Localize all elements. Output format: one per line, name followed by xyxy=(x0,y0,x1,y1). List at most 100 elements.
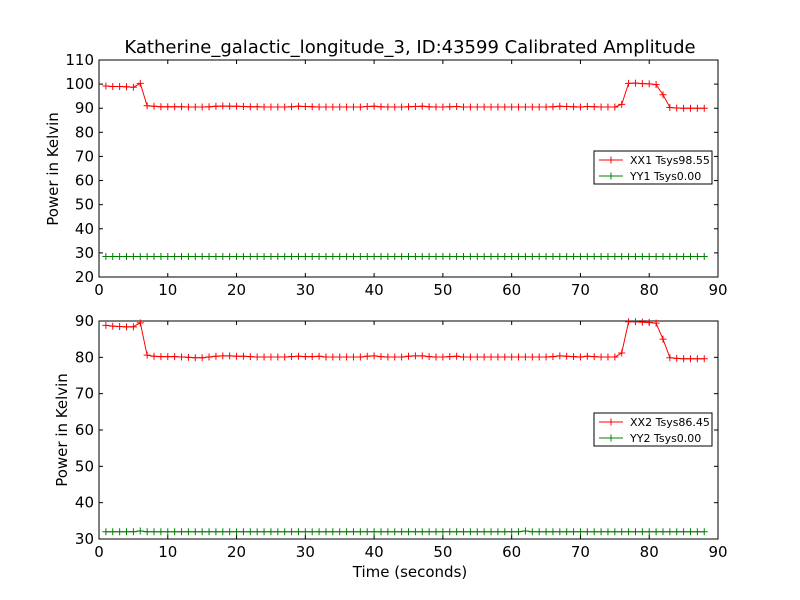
top-series-1-point xyxy=(123,83,131,91)
bottom-series-2-point xyxy=(645,528,653,536)
top-series-2-point xyxy=(239,253,247,261)
top-series-2-point xyxy=(460,253,468,261)
top-series-1-point xyxy=(281,103,289,111)
top-series-2-point xyxy=(191,253,199,261)
bottom-series-1-point xyxy=(556,352,564,360)
bottom-series-2-point xyxy=(136,527,144,535)
bottom-series-1-point xyxy=(590,353,598,361)
top-series-1-point xyxy=(494,103,502,111)
top-series-1-point xyxy=(377,103,385,111)
bottom-series-1-point xyxy=(281,353,289,361)
top-series-1-point xyxy=(680,104,688,112)
top-series-2-point xyxy=(260,253,268,261)
bottom-series-2-point xyxy=(659,528,667,536)
top-series-2-point xyxy=(673,253,681,261)
top-series-1-point xyxy=(570,103,578,111)
bottom-series-2-point xyxy=(129,528,137,536)
top-series-1-point xyxy=(253,103,261,111)
bottom-series-2-point xyxy=(329,528,337,536)
bottom-series-1-point xyxy=(576,353,584,361)
bottom-legend-box xyxy=(593,412,713,447)
bottom-series-1-point xyxy=(618,349,626,357)
bottom-x-tick-label: 0 xyxy=(94,543,104,561)
top-series-1-point xyxy=(239,103,247,111)
top-series-1-point xyxy=(219,102,227,110)
top-series-2-point xyxy=(129,253,137,261)
top-series-1-point xyxy=(446,103,454,111)
bottom-series-2-point xyxy=(528,528,536,536)
bottom-series-2-point xyxy=(700,528,708,536)
bottom-y-tick-label: 60 xyxy=(75,421,94,439)
top-y-tick-label: 70 xyxy=(75,147,94,165)
top-series-2-point xyxy=(171,253,179,261)
top-series-1-point xyxy=(542,103,550,111)
top-series-2-point xyxy=(425,253,433,261)
bottom-series-1-point xyxy=(501,353,509,361)
top-series-1-point xyxy=(116,83,124,91)
top-series-2-point xyxy=(494,253,502,261)
bottom-series-2-point xyxy=(494,528,502,536)
top-series-1-point xyxy=(405,103,412,111)
bottom-series-1-point xyxy=(425,353,433,361)
top-series-2-point xyxy=(625,253,633,261)
bottom-y-tick-label: 90 xyxy=(75,312,94,330)
bottom-series-1-point xyxy=(343,353,351,361)
bottom-series-1-point xyxy=(184,353,192,361)
top-series-2-point xyxy=(294,253,302,261)
bottom-series-2-point xyxy=(583,528,591,536)
top-series-1-point xyxy=(652,81,660,89)
top-series-2-point xyxy=(631,253,639,261)
bottom-series-1-point xyxy=(212,352,220,360)
top-series-2-point xyxy=(336,253,344,261)
top-series-1-point xyxy=(150,102,158,110)
bottom-series-1-point xyxy=(638,318,646,326)
top-series-1-point xyxy=(178,103,186,111)
bottom-series-2-point xyxy=(625,528,633,536)
top-series-2-point xyxy=(136,253,144,261)
top-x-tick-label: 10 xyxy=(158,281,177,299)
top-series-2-point xyxy=(570,253,578,261)
top-series-2-point xyxy=(680,253,688,261)
top-series-2-point xyxy=(212,253,220,261)
bottom-series-2-point xyxy=(391,528,399,536)
top-y-tick-label: 110 xyxy=(65,51,94,69)
bottom-x-tick-label: 50 xyxy=(433,543,452,561)
bottom-series-1-point xyxy=(164,353,172,361)
bottom-series-2-point xyxy=(109,528,117,536)
bottom-series-2-point xyxy=(212,528,220,536)
top-series-1-point xyxy=(501,103,509,111)
bottom-series-2-point xyxy=(501,528,509,536)
bottom-series-1-point xyxy=(129,323,137,331)
bottom-series-2-point xyxy=(473,528,481,536)
top-series-2-point xyxy=(391,253,399,261)
bottom-series-1-point xyxy=(136,319,144,327)
top-series-1-point xyxy=(301,103,309,111)
top-plot-panel: Power in Kelvin 0 10 20 30 40 50 60 70 80 90 20 30 4… xyxy=(44,51,728,299)
bottom-series-2-point xyxy=(631,528,639,536)
top-series-2-point xyxy=(466,253,474,261)
bottom-x-tick-label: 90 xyxy=(708,543,727,561)
bottom-series-2-point xyxy=(178,528,186,536)
top-series-1-point xyxy=(288,103,296,111)
top-series-2-point xyxy=(398,253,406,261)
bottom-series-1-point xyxy=(171,353,179,361)
top-series-2-point xyxy=(652,253,660,261)
bottom-series-2-point xyxy=(686,528,694,536)
top-series-2-point xyxy=(583,253,591,261)
bottom-series-1-point xyxy=(473,353,481,361)
bottom-series-1-point xyxy=(329,353,337,361)
bottom-x-tick-label: 40 xyxy=(365,543,384,561)
top-series-2-point xyxy=(233,253,241,261)
top-series-2-point xyxy=(515,253,523,261)
bottom-series-1-point xyxy=(377,353,385,361)
top-series-1-point xyxy=(411,103,419,111)
top-series-2-point xyxy=(521,253,529,261)
top-series-1-point xyxy=(563,103,571,111)
bottom-series-2-point xyxy=(439,528,447,536)
bottom-y-tick-label: 80 xyxy=(75,348,94,366)
top-series-1-point xyxy=(480,103,488,111)
bottom-series-1-point xyxy=(226,352,234,360)
top-series-1-point xyxy=(638,80,646,88)
top-series-1-point xyxy=(336,103,344,111)
bottom-series-2-point xyxy=(425,528,433,536)
